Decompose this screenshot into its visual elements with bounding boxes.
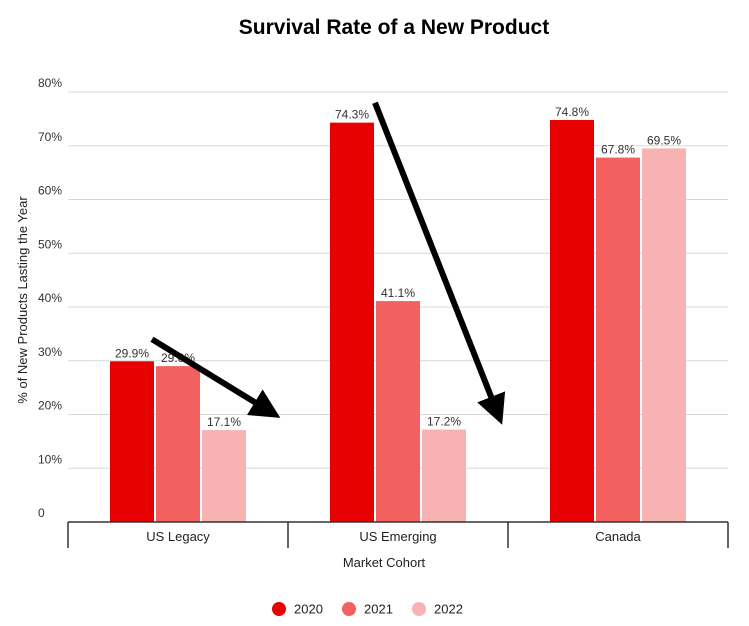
y-tick-label: 70% bbox=[38, 130, 62, 144]
legend-label: 2020 bbox=[294, 602, 323, 617]
data-label: 74.8% bbox=[555, 105, 589, 119]
y-tick-label: 60% bbox=[38, 184, 62, 198]
trend-arrow bbox=[150, 336, 281, 418]
data-labels: 29.9%74.3%74.8%29.0%41.1%67.8%17.1%17.2%… bbox=[115, 105, 681, 429]
bars bbox=[110, 119, 686, 522]
legend-label: 2022 bbox=[434, 602, 463, 617]
chart-title: Survival Rate of a New Product bbox=[239, 16, 549, 39]
annotations bbox=[150, 101, 506, 425]
bar-canada-2022 bbox=[642, 148, 686, 522]
bar-us-legacy-2022 bbox=[202, 430, 246, 522]
y-tick-label: 80% bbox=[38, 76, 62, 90]
bar-canada-2021 bbox=[596, 157, 640, 522]
bar-us-emerging-2020 bbox=[330, 122, 374, 522]
y-axis-title: % of New Products Lasting the Year bbox=[15, 196, 30, 404]
y-tick-label: 0 bbox=[38, 506, 45, 520]
legend-swatch bbox=[342, 602, 356, 616]
legend: 2020 2021 2022 bbox=[272, 602, 463, 617]
bar-us-emerging-2021 bbox=[376, 301, 420, 522]
y-tick-label: 50% bbox=[38, 237, 62, 251]
bar-us-legacy-2020 bbox=[110, 361, 154, 522]
y-tick-label: 30% bbox=[38, 345, 62, 359]
data-label: 69.5% bbox=[647, 133, 681, 147]
legend-label: 2021 bbox=[364, 602, 393, 617]
y-tick-label: 40% bbox=[38, 291, 62, 305]
x-tick-label: Canada bbox=[595, 529, 641, 544]
x-tick-label: US Legacy bbox=[146, 529, 210, 544]
bar-canada-2020 bbox=[550, 119, 594, 522]
data-label: 17.1% bbox=[207, 415, 241, 429]
bar-us-emerging-2022 bbox=[422, 429, 466, 522]
y-tick-label: 10% bbox=[38, 452, 62, 466]
x-axis: US Legacy US Emerging Canada bbox=[67, 521, 729, 548]
legend-swatch bbox=[412, 602, 426, 616]
legend-item-2021: 2021 bbox=[342, 602, 393, 617]
y-tick-label: 20% bbox=[38, 399, 62, 413]
data-label: 41.1% bbox=[381, 286, 415, 300]
data-label: 74.3% bbox=[335, 108, 369, 122]
trend-arrow bbox=[372, 101, 506, 425]
legend-swatch bbox=[272, 602, 286, 616]
x-tick-label: US Emerging bbox=[359, 529, 436, 544]
data-label: 29.9% bbox=[115, 346, 149, 360]
data-label: 67.8% bbox=[601, 143, 635, 157]
data-label: 17.2% bbox=[427, 415, 461, 429]
bar-us-legacy-2021 bbox=[156, 366, 200, 522]
legend-item-2022: 2022 bbox=[412, 602, 463, 617]
legend-item-2020: 2020 bbox=[272, 602, 323, 617]
x-axis-title: Market Cohort bbox=[343, 555, 426, 570]
gridlines: 0 10% 20% 30% 40% 50% 60% 70% 80% bbox=[38, 76, 728, 520]
